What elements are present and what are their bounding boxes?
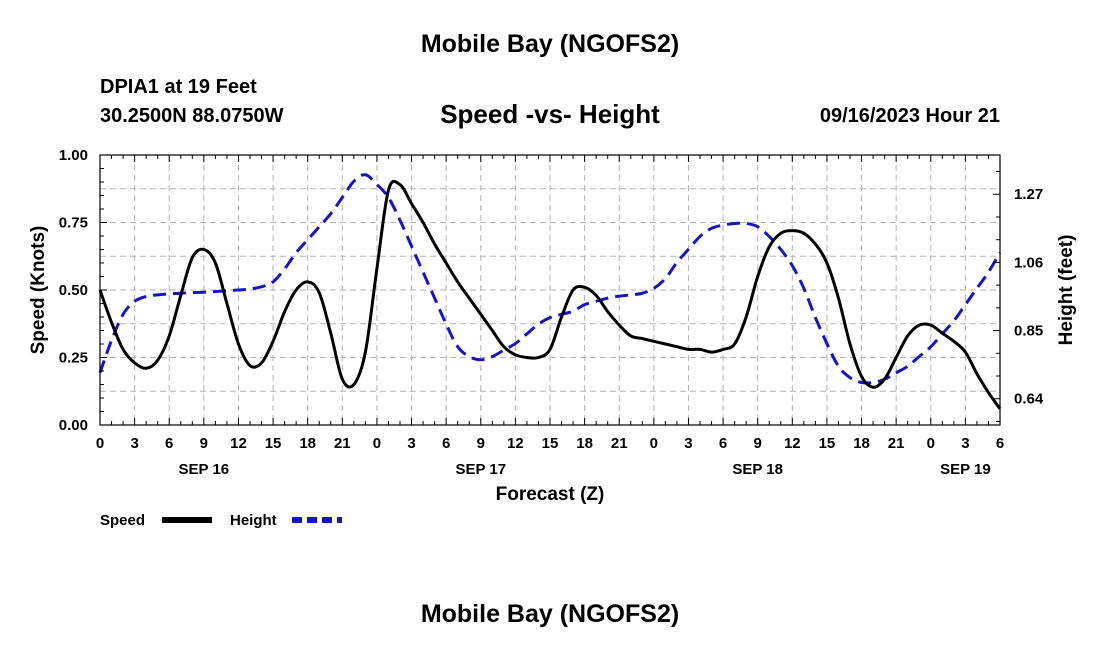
y-tick-label: 0.25 [59,350,88,367]
x-tick-label: 3 [130,435,138,452]
x-tick-label: 15 [265,435,282,452]
x-tick-label: 6 [165,435,173,452]
x-tick-label: 0 [373,435,381,452]
x-tick-label: 6 [719,435,727,452]
x-tick-label: 15 [542,435,559,452]
series-line-speed [98,179,1002,410]
tick-labels: 0 3 6 9 12 15 18 21 0 3 6 9 12 15 18 21 0 3 6 9 12 15 18 21 0 3 6S… [59,147,1044,478]
x-tick-label: 18 [853,435,870,452]
x-tick-label: 12 [784,435,801,452]
x-tick-label: 18 [299,435,316,452]
station-label: DPIA1 at 19 Feet [100,76,257,98]
x-tick-label: 12 [230,435,247,452]
x-tick-label: 6 [996,435,1004,452]
x-date-label: SEP 18 [732,461,783,478]
x-tick-label: 15 [819,435,836,452]
x-tick-label: 21 [611,435,628,452]
x-tick-label: 3 [961,435,969,452]
footer-title: Mobile Bay (NGOFS2) [420,600,680,628]
y-tick-label: 0.00 [59,417,88,434]
legend: Speed Height [100,512,342,529]
y-axis-label: Speed (Knots) [28,226,49,355]
x-tick-label: 3 [684,435,692,452]
x-date-label: SEP 19 [940,461,991,478]
x-tick-label: 21 [334,435,351,452]
forecast-datetime: 09/16/2023 Hour 21 [819,105,1000,127]
chart-main-title: Mobile Bay (NGOFS2) [420,30,680,58]
x-date-label: SEP 17 [455,461,506,478]
x-tick-label: 9 [477,435,485,452]
x-tick-label: 0 [650,435,658,452]
legend-height-label: Height [230,512,277,529]
y-tick-label: 0.50 [59,282,88,299]
x-tick-label: 21 [888,435,905,452]
x-tick-label: 3 [407,435,415,452]
series-group [98,173,1002,410]
y2-tick-label: 0.64 [1014,391,1044,408]
x-date-label: SEP 16 [179,461,230,478]
x-tick-label: 0 [927,435,935,452]
x-tick-label: 12 [507,435,524,452]
x-axis-label: Forecast (Z) [496,484,605,505]
x-tick-label: 9 [754,435,762,452]
y-tick-label: 0.75 [59,215,88,232]
x-tick-label: 0 [96,435,104,452]
plot-frame [99,154,1001,426]
station-coordinates: 30.2500N 88.0750W [100,105,284,127]
y2-tick-label: 1.06 [1014,254,1043,271]
y2-axis-label: Height (feet) [1056,235,1077,346]
x-tick-label: 6 [442,435,450,452]
y2-tick-label: 0.85 [1014,323,1043,340]
x-tick-label: 9 [200,435,208,452]
x-tick-label: 18 [576,435,593,452]
axes [99,154,1001,426]
y-tick-label: 1.00 [59,147,88,164]
grid [100,155,1000,425]
legend-speed-label: Speed [100,512,145,529]
y2-tick-label: 1.27 [1014,186,1043,203]
series-line-height [98,173,1002,385]
chart-subtitle: Speed -vs- Height [440,99,660,129]
